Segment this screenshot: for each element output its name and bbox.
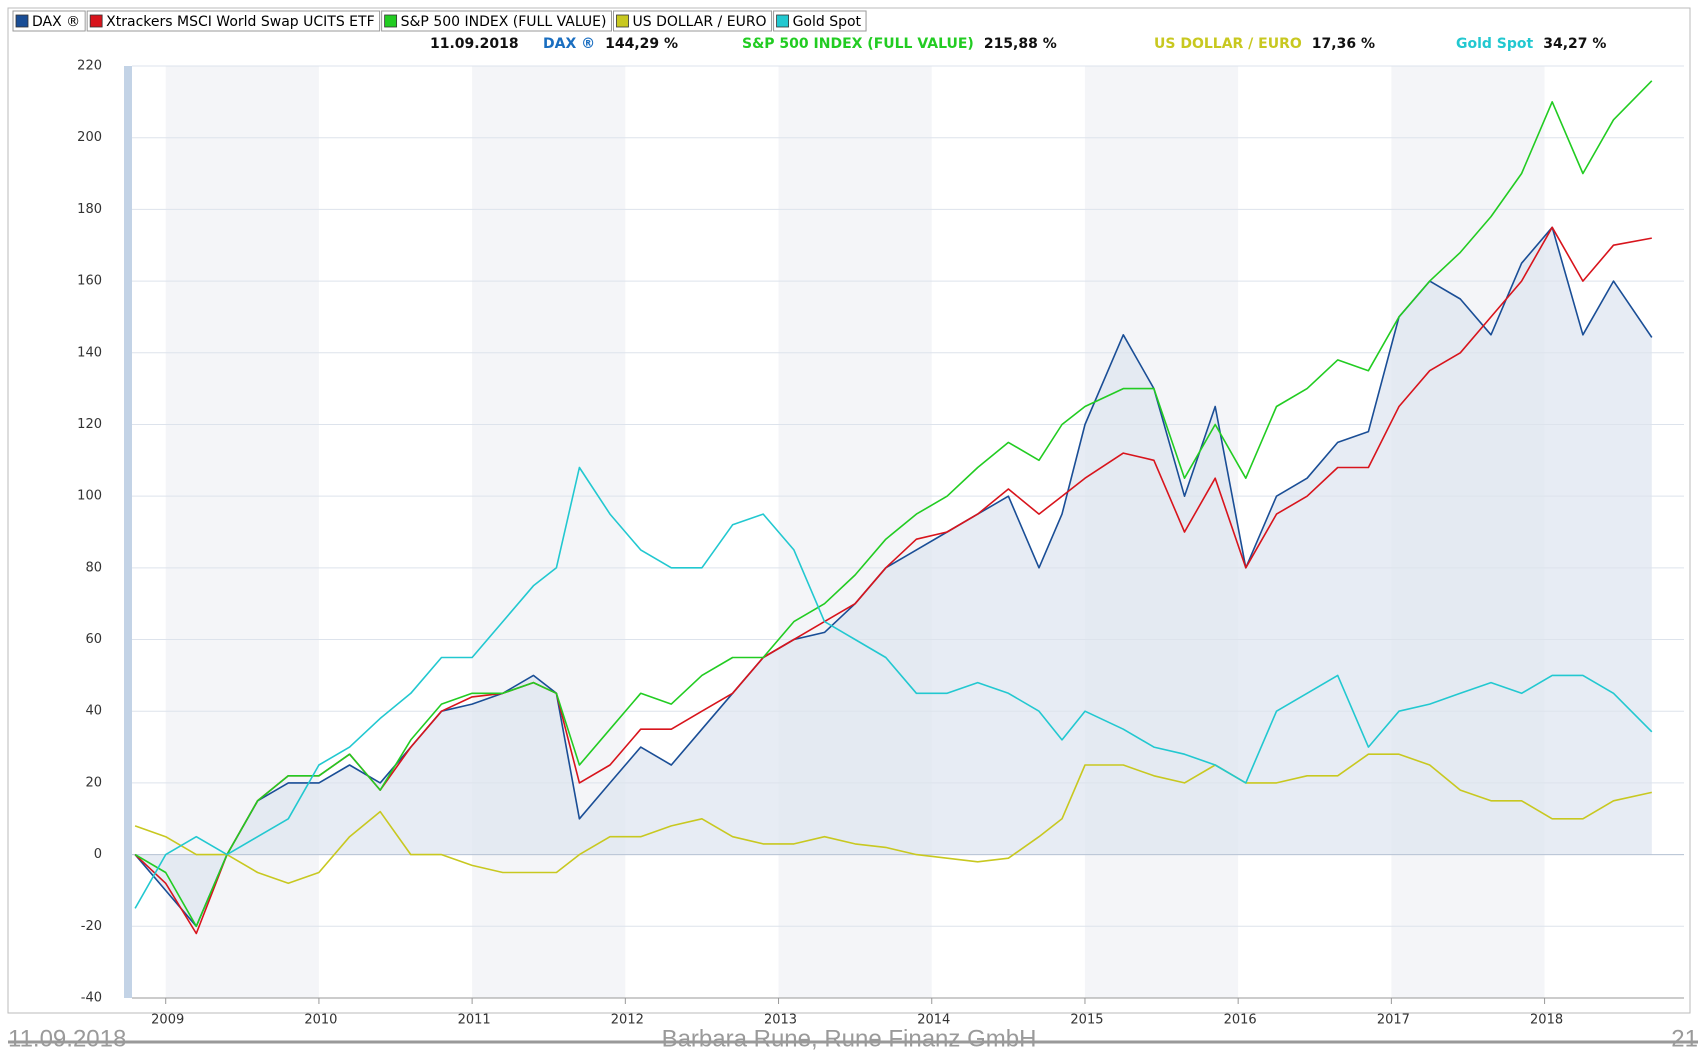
legend-swatch [89,14,103,28]
series-line [134,753,1652,885]
legend-swatch [616,14,629,28]
footer-author: Barbara Rune, Rune Finanz GmbH [662,1025,1037,1051]
x-tick-label: 2016 [1224,1013,1257,1028]
x-tick-label: 2012 [611,1013,644,1028]
y-axis-bar [124,66,132,998]
series-line [134,466,1653,909]
summary-date: 11.09.2018 [430,36,519,52]
y-tick-label: -40 [81,991,102,1006]
year-band [472,66,626,998]
legend-box [773,10,867,32]
legend-label: US DOLLAR / EURO [633,14,767,30]
footer-date: 11.09.2018 [8,1025,126,1051]
y-tick-label: 120 [77,417,102,432]
y-tick-label: 200 [77,130,102,145]
x-tick-label: 2009 [151,1013,184,1028]
x-tick-label: 2017 [1377,1013,1410,1028]
legend-label: DAX ® [32,14,80,30]
year-band [778,66,932,998]
y-tick-label: 160 [77,274,102,289]
x-tick-label: 2010 [304,1013,337,1028]
legend-swatch [384,14,398,28]
y-tick-label: 40 [85,704,102,719]
y-tick-label: 60 [85,632,102,647]
y-tick-label: 180 [77,202,102,217]
footer-page: 21 [1671,1025,1698,1051]
x-tick-label: 2014 [917,1013,950,1028]
x-tick-label: 2015 [1070,1013,1103,1028]
summary-name: Gold Spot [1456,36,1534,52]
legend-box [613,10,773,32]
x-tick-label: 2013 [764,1013,797,1028]
series-area [135,227,1652,927]
summary-value: 215,88 % [984,36,1057,52]
x-tick-label: 2011 [458,1013,491,1028]
series-line [134,226,1652,935]
summary-value: 17,36 % [1312,36,1375,52]
legend-label: Xtrackers MSCI World Swap UCITS ETF [106,14,374,30]
summary-value: 34,27 % [1543,36,1606,52]
legend-box [381,10,612,32]
y-tick-label: 140 [77,345,102,360]
y-tick-label: 80 [85,560,102,575]
x-tick-label: 2018 [1530,1013,1563,1028]
summary-value: 144,29 % [605,36,678,52]
summary-name: S&P 500 INDEX (FULL VALUE) [742,36,974,52]
legend-box [12,10,86,32]
y-tick-label: 0 [94,847,102,862]
legend-label: Gold Spot [793,14,862,30]
summary-name: US DOLLAR / EURO [1154,36,1302,52]
legend-swatch [776,14,789,28]
series-line [134,80,1653,928]
y-tick-label: 100 [77,489,102,504]
y-tick-label: 220 [77,59,102,74]
legend-swatch [15,14,29,28]
legend-label: S&P 500 INDEX (FULL VALUE) [401,14,607,30]
legend-box [86,10,381,32]
y-tick-label: 20 [85,775,102,790]
summary-name: DAX ® [543,36,595,52]
y-tick-label: -20 [81,919,102,934]
